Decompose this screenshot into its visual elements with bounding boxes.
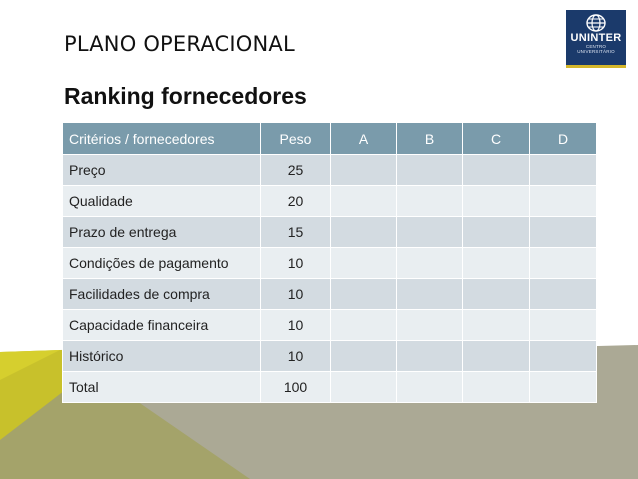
cell-d: [529, 340, 597, 372]
cell-peso: 10: [260, 340, 331, 372]
cell-peso: 10: [260, 278, 331, 310]
cell-d: [529, 278, 597, 310]
header-a: A: [330, 122, 397, 155]
header-c: C: [462, 122, 530, 155]
logo-tagline-2: UNIVERSITÁRIO: [577, 49, 615, 54]
cell-b: [396, 278, 463, 310]
cell-b: [396, 185, 463, 217]
cell-d: [529, 309, 597, 341]
cell-d: [529, 371, 597, 403]
ranking-table: Critérios / fornecedores Peso A B C D Pr…: [62, 122, 597, 403]
logo-brand: UNINTER: [570, 32, 622, 44]
cell-a: [330, 309, 397, 341]
cell-b: [396, 309, 463, 341]
cell-peso: 100: [260, 371, 331, 403]
table-row: Histórico 10: [62, 340, 597, 372]
cell-a: [330, 247, 397, 279]
logo-accent-bar: [566, 65, 626, 68]
cell-c: [462, 154, 530, 186]
table-row-total: Total 100: [62, 371, 597, 403]
table-header-row: Critérios / fornecedores Peso A B C D: [62, 122, 597, 155]
cell-criterio: Facilidades de compra: [62, 278, 261, 310]
table-row: Capacidade financeira 10: [62, 309, 597, 341]
header-b: B: [396, 122, 463, 155]
cell-d: [529, 185, 597, 217]
table-row: Condições de pagamento 10: [62, 247, 597, 279]
cell-a: [330, 154, 397, 186]
cell-criterio: Qualidade: [62, 185, 261, 217]
cell-peso: 20: [260, 185, 331, 217]
cell-peso: 15: [260, 216, 331, 248]
cell-a: [330, 278, 397, 310]
cell-a: [330, 185, 397, 217]
cell-peso: 10: [260, 309, 331, 341]
logo-tagline-1: CENTRO: [585, 44, 607, 49]
table-row: Qualidade 20: [62, 185, 597, 217]
cell-criterio: Total: [62, 371, 261, 403]
header-criterios: Critérios / fornecedores: [62, 122, 261, 155]
header-d: D: [529, 122, 597, 155]
cell-criterio: Preço: [62, 154, 261, 186]
table-row: Preço 25: [62, 154, 597, 186]
yellow-wedge: [0, 350, 60, 380]
cell-d: [529, 154, 597, 186]
cell-a: [330, 216, 397, 248]
cell-c: [462, 185, 530, 217]
cell-d: [529, 247, 597, 279]
cell-c: [462, 371, 530, 403]
slide-subtitle: Ranking fornecedores: [64, 83, 307, 109]
cell-c: [462, 247, 530, 279]
cell-b: [396, 247, 463, 279]
header-peso: Peso: [260, 122, 331, 155]
cell-c: [462, 309, 530, 341]
cell-c: [462, 340, 530, 372]
cell-d: [529, 216, 597, 248]
slide-title: PLANO OPERACIONAL: [64, 32, 295, 56]
cell-peso: 25: [260, 154, 331, 186]
cell-criterio: Prazo de entrega: [62, 216, 261, 248]
cell-b: [396, 340, 463, 372]
cell-b: [396, 371, 463, 403]
cell-a: [330, 371, 397, 403]
table-row: Prazo de entrega 15: [62, 216, 597, 248]
cell-criterio: Capacidade financeira: [62, 309, 261, 341]
globe-icon: [586, 14, 606, 32]
table-row: Facilidades de compra 10: [62, 278, 597, 310]
cell-a: [330, 340, 397, 372]
cell-b: [396, 154, 463, 186]
cell-b: [396, 216, 463, 248]
cell-criterio: Condições de pagamento: [62, 247, 261, 279]
uninter-logo: UNINTER CENTRO UNIVERSITÁRIO: [566, 10, 626, 68]
cell-c: [462, 278, 530, 310]
cell-c: [462, 216, 530, 248]
cell-criterio: Histórico: [62, 340, 261, 372]
cell-peso: 10: [260, 247, 331, 279]
